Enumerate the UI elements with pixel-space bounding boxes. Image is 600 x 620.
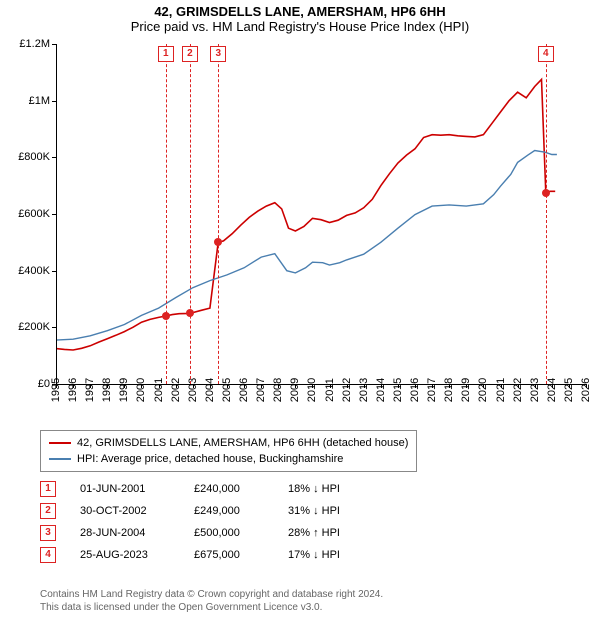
x-tick-label: 2001: [153, 378, 165, 402]
line-series-svg: [56, 44, 586, 384]
transaction-diff: 17% ↓ HPI: [288, 549, 368, 561]
x-tick-label: 2009: [289, 378, 301, 402]
legend: 42, GRIMSDELLS LANE, AMERSHAM, HP6 6HH (…: [40, 430, 417, 472]
transaction-price: £500,000: [194, 527, 264, 539]
transaction-row: 1 01-JUN-2001 £240,000 18% ↓ HPI: [40, 478, 368, 500]
footer-attribution: Contains HM Land Registry data © Crown c…: [40, 588, 383, 614]
x-tick-label: 2019: [460, 378, 472, 402]
x-tick-label: 2006: [238, 378, 250, 402]
x-tick-label: 1995: [50, 378, 62, 402]
transaction-price: £240,000: [194, 483, 264, 495]
transaction-date: 01-JUN-2001: [80, 483, 170, 495]
transaction-row: 3 28-JUN-2004 £500,000 28% ↑ HPI: [40, 522, 368, 544]
legend-label: HPI: Average price, detached house, Buck…: [77, 451, 343, 467]
event-marker: 3: [210, 46, 226, 62]
transaction-diff: 28% ↑ HPI: [288, 527, 368, 539]
x-tick-label: 2012: [341, 378, 353, 402]
event-guide-line: [190, 44, 191, 384]
transaction-marker: 4: [40, 547, 56, 563]
transaction-row: 4 25-AUG-2023 £675,000 17% ↓ HPI: [40, 544, 368, 566]
chart-subtitle: Price paid vs. HM Land Registry's House …: [0, 19, 600, 38]
legend-swatch: [49, 458, 71, 460]
x-tick-label: 1996: [67, 378, 79, 402]
x-tick-label: 2003: [187, 378, 199, 402]
event-price-dot: [162, 312, 170, 320]
transaction-price: £249,000: [194, 505, 264, 517]
transaction-diff: 31% ↓ HPI: [288, 505, 368, 517]
y-axis-line: [56, 44, 57, 384]
transaction-price: £675,000: [194, 549, 264, 561]
series-line: [56, 79, 555, 350]
transaction-date: 30-OCT-2002: [80, 505, 170, 517]
transaction-row: 2 30-OCT-2002 £249,000 31% ↓ HPI: [40, 500, 368, 522]
legend-swatch: [49, 442, 71, 444]
transaction-date: 25-AUG-2023: [80, 549, 170, 561]
x-tick-label: 2005: [221, 378, 233, 402]
x-tick-label: 2002: [170, 378, 182, 402]
y-tick-label: £600K: [18, 208, 50, 220]
plot-area: £0£200K£400K£600K£800K£1M£1.2M1995199619…: [56, 44, 586, 384]
transaction-marker: 1: [40, 481, 56, 497]
transaction-diff: 18% ↓ HPI: [288, 483, 368, 495]
x-tick-label: 2004: [204, 378, 216, 402]
event-marker: 2: [182, 46, 198, 62]
x-tick-label: 2018: [443, 378, 455, 402]
x-tick-label: 2026: [580, 378, 592, 402]
x-tick-label: 2008: [272, 378, 284, 402]
x-tick-label: 2025: [563, 378, 575, 402]
x-tick-label: 2007: [255, 378, 267, 402]
event-price-dot: [542, 189, 550, 197]
chart-area: £0£200K£400K£600K£800K£1M£1.2M1995199619…: [8, 44, 592, 420]
transaction-date: 28-JUN-2004: [80, 527, 170, 539]
legend-row: 42, GRIMSDELLS LANE, AMERSHAM, HP6 6HH (…: [49, 435, 408, 451]
y-tick-label: £1M: [29, 95, 50, 107]
event-price-dot: [186, 309, 194, 317]
event-guide-line: [166, 44, 167, 384]
x-tick-label: 2013: [358, 378, 370, 402]
x-tick-label: 2014: [375, 378, 387, 402]
event-guide-line: [546, 44, 547, 384]
x-tick-label: 2011: [324, 378, 336, 402]
x-tick-label: 1999: [118, 378, 130, 402]
y-tick-label: £800K: [18, 151, 50, 163]
x-tick-label: 2015: [392, 378, 404, 402]
legend-label: 42, GRIMSDELLS LANE, AMERSHAM, HP6 6HH (…: [77, 435, 408, 451]
x-tick-label: 1997: [84, 378, 96, 402]
footer-line-2: This data is licensed under the Open Gov…: [40, 601, 383, 614]
x-tick-label: 2010: [306, 378, 318, 402]
transaction-marker: 3: [40, 525, 56, 541]
x-tick-label: 2021: [495, 378, 507, 402]
event-price-dot: [214, 238, 222, 246]
x-tick-label: 1998: [101, 378, 113, 402]
x-tick-label: 2020: [477, 378, 489, 402]
y-tick-label: £0: [38, 378, 50, 390]
x-tick-label: 2017: [426, 378, 438, 402]
transaction-marker: 2: [40, 503, 56, 519]
x-tick-label: 2023: [529, 378, 541, 402]
footer-line-1: Contains HM Land Registry data © Crown c…: [40, 588, 383, 601]
y-tick-label: £200K: [18, 321, 50, 333]
x-tick-label: 2022: [512, 378, 524, 402]
x-tick-label: 2000: [135, 378, 147, 402]
transaction-table: 1 01-JUN-2001 £240,000 18% ↓ HPI 2 30-OCT-200…: [40, 478, 368, 566]
event-marker: 4: [538, 46, 554, 62]
x-tick-label: 2024: [546, 378, 558, 402]
event-marker: 1: [158, 46, 174, 62]
event-guide-line: [218, 44, 219, 384]
x-tick-label: 2016: [409, 378, 421, 402]
y-tick-label: £400K: [18, 265, 50, 277]
series-line: [56, 151, 557, 341]
chart-title: 42, GRIMSDELLS LANE, AMERSHAM, HP6 6HH: [0, 0, 600, 19]
y-tick-label: £1.2M: [19, 38, 50, 50]
legend-row: HPI: Average price, detached house, Buck…: [49, 451, 408, 467]
